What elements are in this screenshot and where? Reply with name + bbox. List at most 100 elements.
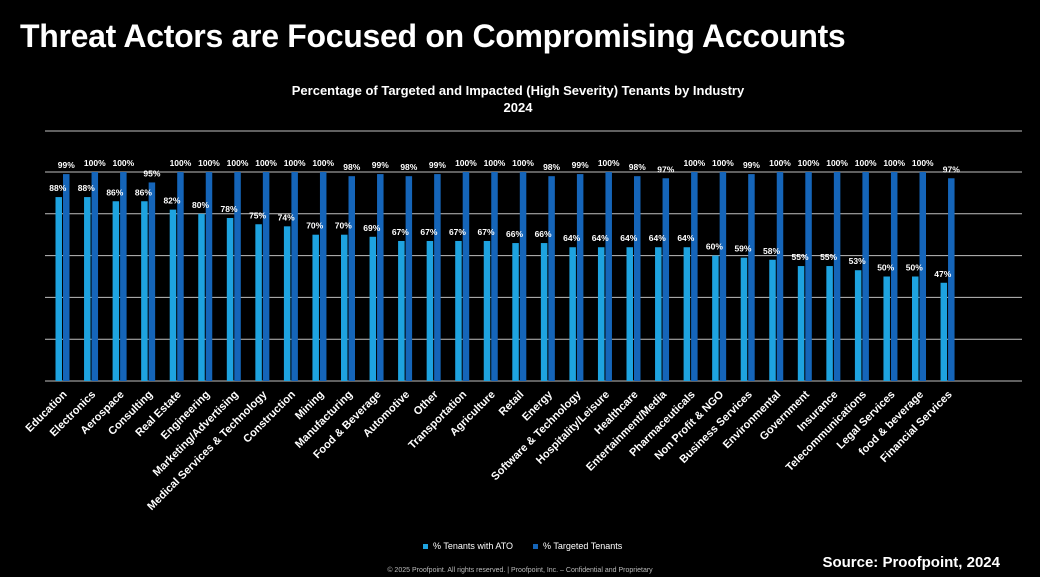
data-label-targeted-31: 97% bbox=[943, 164, 960, 174]
chart-title: Percentage of Targeted and Impacted (Hig… bbox=[0, 82, 1036, 116]
bar-ato-9 bbox=[312, 234, 319, 381]
data-label-ato-31: 47% bbox=[934, 269, 951, 279]
bar-ato-18 bbox=[569, 247, 576, 381]
bar-ato-14 bbox=[455, 240, 462, 381]
bar-targeted-14 bbox=[462, 172, 470, 381]
bar-targeted-3 bbox=[148, 182, 156, 381]
data-label-targeted-3: 95% bbox=[143, 168, 160, 178]
data-label-ato-7: 75% bbox=[249, 210, 266, 220]
data-label-targeted-19: 100% bbox=[598, 158, 620, 168]
bar-targeted-22 bbox=[691, 172, 698, 381]
bar-targeted-17 bbox=[548, 176, 555, 381]
bar-ato-0 bbox=[55, 197, 62, 381]
bar-targeted-12 bbox=[405, 176, 413, 381]
bar-targeted-2 bbox=[120, 172, 127, 381]
data-label-ato-27: 55% bbox=[820, 252, 837, 262]
data-label-ato-1: 88% bbox=[78, 183, 95, 193]
bar-ato-8 bbox=[283, 226, 291, 381]
data-label-ato-3: 86% bbox=[135, 187, 152, 197]
bar-targeted-24 bbox=[748, 174, 755, 381]
data-label-ato-18: 64% bbox=[563, 233, 580, 243]
data-label-ato-14: 67% bbox=[449, 227, 466, 237]
bar-ato-1 bbox=[84, 197, 91, 381]
bar-targeted-0 bbox=[63, 174, 70, 381]
legend-swatch-targeted bbox=[533, 543, 539, 549]
bar-ato-5 bbox=[198, 213, 205, 381]
bar-targeted-27 bbox=[833, 172, 841, 381]
bar-ato-25 bbox=[769, 259, 776, 381]
data-label-ato-10: 70% bbox=[335, 221, 352, 231]
bar-ato-27 bbox=[826, 266, 833, 381]
bar-targeted-8 bbox=[291, 172, 298, 381]
bar-targeted-10 bbox=[348, 176, 355, 381]
data-label-ato-6: 78% bbox=[221, 204, 238, 214]
data-label-ato-16: 66% bbox=[506, 229, 523, 239]
data-label-ato-28: 53% bbox=[849, 256, 866, 266]
bar-targeted-31 bbox=[948, 178, 955, 381]
x-tick-label-8: Construction bbox=[241, 388, 298, 445]
legend-item-targeted: % Targeted Tenants bbox=[533, 541, 622, 551]
data-label-targeted-24: 99% bbox=[743, 160, 760, 170]
data-label-ato-5: 80% bbox=[192, 200, 209, 210]
data-label-ato-12: 67% bbox=[392, 227, 409, 237]
data-label-ato-21: 64% bbox=[649, 233, 666, 243]
bar-ato-7 bbox=[255, 224, 262, 381]
bar-targeted-15 bbox=[491, 172, 498, 381]
legend-swatch-ato bbox=[423, 543, 428, 549]
data-label-targeted-21: 97% bbox=[657, 164, 674, 174]
data-label-targeted-18: 99% bbox=[572, 160, 589, 170]
data-label-targeted-20: 98% bbox=[629, 162, 646, 172]
data-label-targeted-23: 100% bbox=[712, 158, 734, 168]
data-label-ato-25: 58% bbox=[763, 246, 780, 256]
data-label-targeted-29: 100% bbox=[883, 158, 905, 168]
data-label-targeted-10: 98% bbox=[343, 162, 360, 172]
data-label-targeted-7: 100% bbox=[255, 158, 277, 168]
data-label-ato-0: 88% bbox=[49, 183, 66, 193]
bar-ato-31 bbox=[940, 282, 948, 381]
chart-legend: % Tenants with ATO % Targeted Tenants bbox=[423, 541, 622, 551]
data-label-ato-2: 86% bbox=[106, 187, 123, 197]
data-label-targeted-6: 100% bbox=[227, 158, 249, 168]
bar-ato-26 bbox=[797, 266, 805, 381]
bar-ato-11 bbox=[369, 236, 377, 381]
source-note: Source: Proofpoint, 2024 bbox=[822, 554, 1000, 571]
chart-title-text: Percentage of Targeted and Impacted (Hig… bbox=[291, 83, 745, 98]
bar-targeted-4 bbox=[177, 172, 184, 381]
data-label-targeted-4: 100% bbox=[170, 158, 192, 168]
data-label-ato-17: 66% bbox=[535, 229, 552, 239]
data-label-ato-9: 70% bbox=[306, 221, 323, 231]
data-label-ato-4: 82% bbox=[163, 196, 180, 206]
bar-ato-4 bbox=[169, 209, 177, 381]
bar-ato-10 bbox=[341, 234, 348, 381]
data-label-targeted-25: 100% bbox=[769, 158, 791, 168]
data-label-ato-29: 50% bbox=[877, 263, 894, 273]
data-label-targeted-13: 99% bbox=[429, 160, 446, 170]
data-label-ato-26: 55% bbox=[792, 252, 809, 262]
bar-ato-22 bbox=[683, 247, 691, 381]
bar-ato-16 bbox=[512, 243, 519, 381]
bar-targeted-25 bbox=[776, 172, 784, 381]
bar-targeted-30 bbox=[919, 172, 926, 381]
bar-ato-19 bbox=[597, 247, 605, 381]
data-label-ato-13: 67% bbox=[420, 227, 437, 237]
bar-targeted-29 bbox=[890, 172, 898, 381]
bar-ato-13 bbox=[426, 240, 434, 381]
bar-ato-15 bbox=[483, 240, 491, 381]
data-label-ato-22: 64% bbox=[677, 233, 694, 243]
bar-targeted-5 bbox=[205, 172, 213, 381]
bar-targeted-21 bbox=[662, 178, 670, 381]
bar-ato-29 bbox=[883, 276, 890, 381]
bar-targeted-18 bbox=[576, 174, 584, 381]
bar-targeted-19 bbox=[605, 172, 612, 381]
bar-targeted-13 bbox=[434, 174, 441, 381]
data-label-targeted-2: 100% bbox=[112, 158, 134, 168]
bar-targeted-23 bbox=[719, 172, 727, 381]
data-label-targeted-9: 100% bbox=[312, 158, 334, 168]
data-label-ato-11: 69% bbox=[363, 223, 380, 233]
data-label-targeted-28: 100% bbox=[855, 158, 877, 168]
data-label-targeted-1: 100% bbox=[84, 158, 106, 168]
bar-ato-20 bbox=[626, 247, 633, 381]
copyright-footer: © 2025 Proofpoint. All rights reserved. … bbox=[387, 567, 653, 574]
bar-ato-6 bbox=[226, 217, 234, 381]
